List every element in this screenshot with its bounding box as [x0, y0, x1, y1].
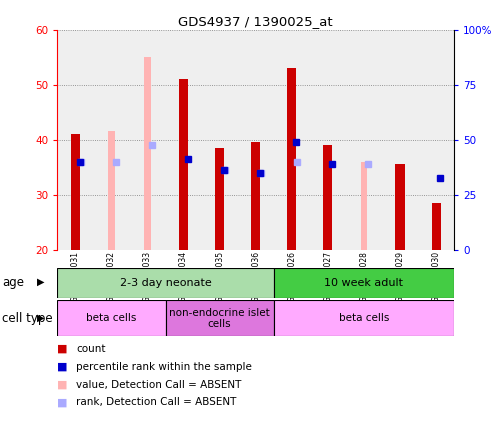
Bar — [179, 79, 188, 250]
Text: non-endocrine islet
cells: non-endocrine islet cells — [169, 308, 270, 329]
Bar — [202, 30, 238, 250]
Text: beta cells: beta cells — [86, 313, 137, 323]
Bar — [432, 203, 441, 250]
Bar — [130, 30, 166, 250]
Bar — [57, 30, 93, 250]
Text: ▶: ▶ — [37, 313, 45, 323]
Text: age: age — [2, 276, 24, 288]
Text: percentile rank within the sample: percentile rank within the sample — [76, 362, 252, 372]
Text: 10 week adult: 10 week adult — [324, 278, 403, 288]
Bar — [108, 131, 115, 250]
Text: ▶: ▶ — [37, 277, 45, 287]
Bar — [93, 30, 130, 250]
Bar — [238, 30, 274, 250]
Bar — [396, 165, 405, 250]
Bar — [144, 57, 151, 250]
Bar — [71, 134, 80, 250]
Bar — [274, 268, 454, 298]
Bar — [215, 148, 224, 250]
Text: count: count — [76, 344, 106, 354]
Text: ■: ■ — [57, 379, 68, 390]
Text: cell type: cell type — [2, 312, 53, 324]
Bar — [310, 30, 346, 250]
Text: value, Detection Call = ABSENT: value, Detection Call = ABSENT — [76, 379, 242, 390]
Text: ■: ■ — [57, 344, 68, 354]
Bar — [57, 268, 274, 298]
Title: GDS4937 / 1390025_at: GDS4937 / 1390025_at — [179, 16, 333, 28]
Text: rank, Detection Call = ABSENT: rank, Detection Call = ABSENT — [76, 397, 237, 407]
Text: 2-3 day neonate: 2-3 day neonate — [120, 278, 212, 288]
Bar — [382, 30, 418, 250]
Bar — [274, 30, 310, 250]
Text: beta cells: beta cells — [339, 313, 389, 323]
Bar — [166, 30, 202, 250]
Bar — [323, 145, 332, 250]
Text: ■: ■ — [57, 362, 68, 372]
Bar — [418, 30, 454, 250]
Bar — [361, 162, 367, 250]
Bar — [251, 142, 260, 250]
Bar — [287, 68, 296, 250]
Bar — [274, 300, 454, 336]
Bar — [346, 30, 382, 250]
Bar — [166, 300, 274, 336]
Text: ■: ■ — [57, 397, 68, 407]
Bar — [57, 300, 166, 336]
